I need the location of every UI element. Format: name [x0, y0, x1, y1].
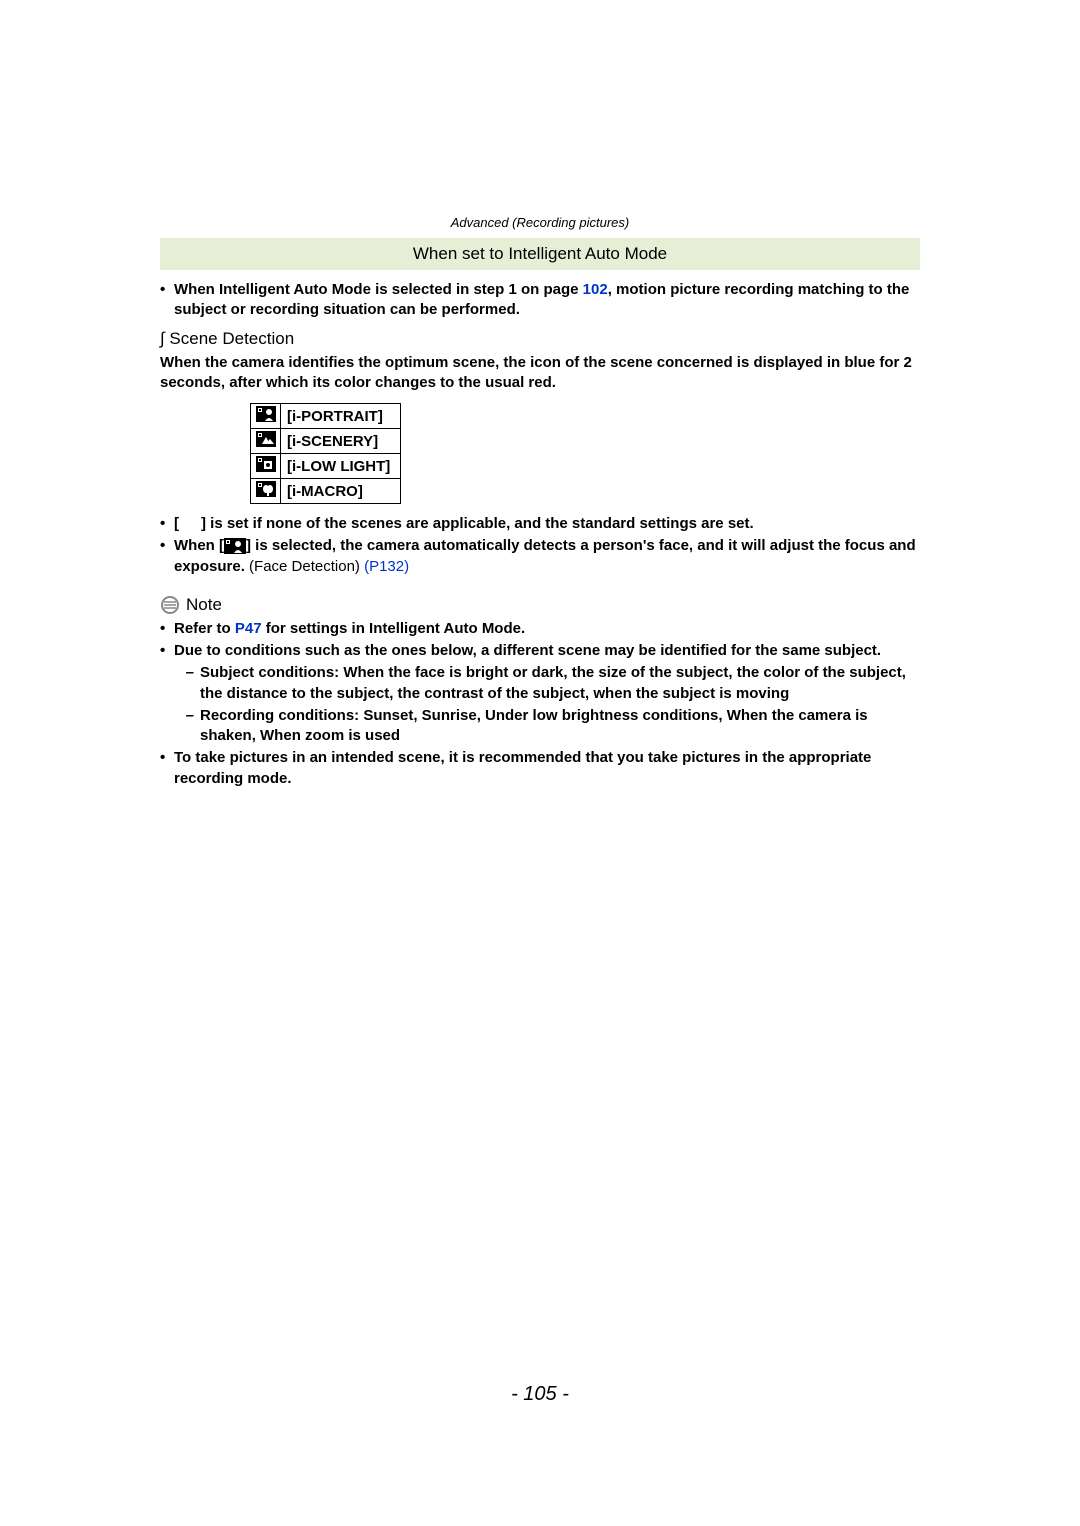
- page-link-102[interactable]: 102: [583, 281, 608, 298]
- dash-icon: –: [174, 663, 200, 704]
- macro-icon: [251, 479, 281, 504]
- page-content: Advanced (Recording pictures) When set t…: [160, 0, 920, 789]
- page-link-p132[interactable]: (P132): [364, 558, 409, 575]
- table-row: [i-MACRO]: [251, 479, 401, 504]
- page-number: - 105 -: [0, 1383, 1080, 1406]
- scene-label: [i-SCENERY]: [281, 429, 401, 454]
- table-row: [i-PORTRAIT]: [251, 404, 401, 429]
- scene-table: [i-PORTRAIT] [i-SCENERY] [i-LOW LIGHT] […: [250, 403, 401, 504]
- dash-icon: –: [174, 706, 200, 747]
- scene-label: [i-LOW LIGHT]: [281, 454, 401, 479]
- bullet-icon: •: [160, 619, 174, 639]
- scene-label: [i-PORTRAIT]: [281, 404, 401, 429]
- bullet-icon: •: [160, 748, 174, 789]
- portrait-icon: [251, 404, 281, 429]
- bullet-icon: •: [160, 280, 174, 321]
- note-heading: Note: [160, 595, 920, 615]
- scene-detection-desc: When the camera identifies the optimum s…: [160, 353, 920, 394]
- scene-detection-heading: ∫ Scene Detection: [160, 329, 920, 349]
- bullet-icon: •: [160, 536, 174, 577]
- portrait-inline-icon: [224, 538, 246, 554]
- after-table-note-2: • When [] is selected, the camera automa…: [160, 536, 920, 577]
- bullet-icon: •: [160, 514, 174, 534]
- table-row: [i-LOW LIGHT]: [251, 454, 401, 479]
- table-row: [i-SCENERY]: [251, 429, 401, 454]
- note-list: • Refer to P47 for settings in Intellige…: [160, 619, 920, 789]
- after-table-note-1: • [] is set if none of the scenes are ap…: [160, 514, 920, 534]
- lowlight-icon: [251, 454, 281, 479]
- section-title-bar: When set to Intelligent Auto Mode: [160, 238, 920, 270]
- generic-mode-icon: [179, 516, 201, 532]
- scenery-icon: [251, 429, 281, 454]
- intro-paragraph: • When Intelligent Auto Mode is selected…: [160, 280, 920, 321]
- bullet-icon: •: [160, 641, 174, 661]
- breadcrumb: Advanced (Recording pictures): [160, 215, 920, 230]
- note-icon: [160, 595, 180, 615]
- scene-label: [i-MACRO]: [281, 479, 401, 504]
- page-link-p47[interactable]: P47: [235, 620, 262, 637]
